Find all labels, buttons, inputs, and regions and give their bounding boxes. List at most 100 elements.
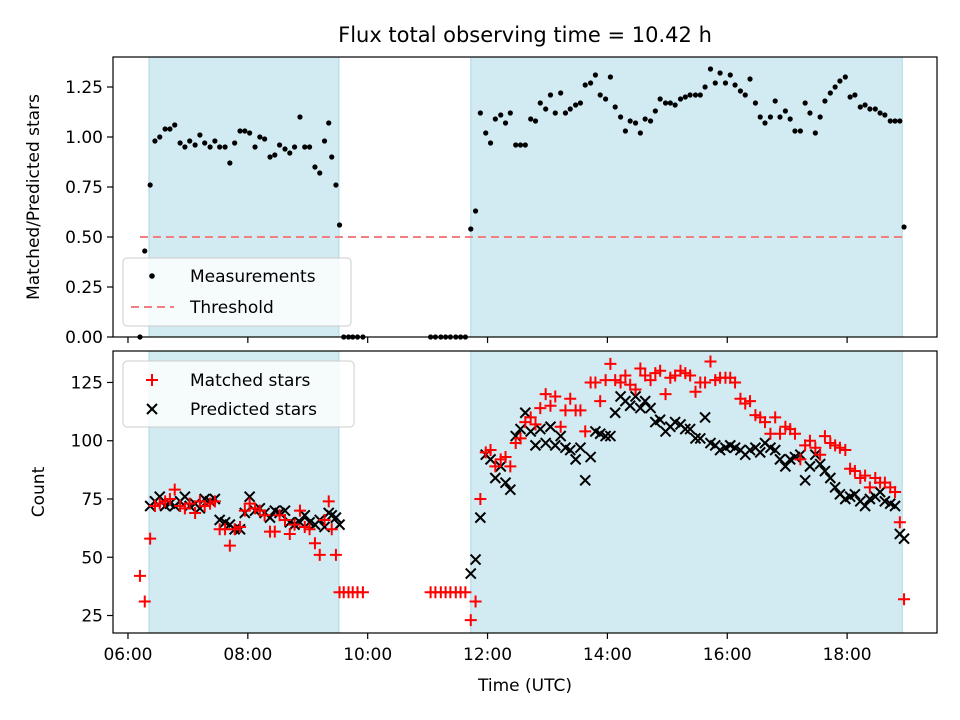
matched-stars-point bbox=[318, 513, 331, 526]
measurement-point bbox=[487, 140, 494, 146]
matched-stars-point bbox=[769, 411, 782, 424]
matched-stars-point bbox=[529, 418, 542, 431]
measurement-point bbox=[267, 154, 273, 160]
ratio-legend: Measurements Threshold bbox=[122, 257, 352, 327]
predicted-stars-point bbox=[819, 465, 831, 477]
measurement-point bbox=[507, 110, 513, 116]
measurement-point bbox=[237, 128, 243, 134]
ratio-panel: 0.00 0.25 0.50 0.75 1.00 1.25 Matched/Predict… bbox=[24, 56, 938, 348]
matched-stars-point bbox=[189, 506, 202, 519]
measurement-point bbox=[647, 118, 654, 124]
measurement-point bbox=[842, 74, 848, 80]
predicted-stars-point bbox=[489, 472, 502, 484]
measurement-point bbox=[167, 126, 173, 132]
predicted-stars-point bbox=[504, 483, 517, 496]
measurement-point bbox=[782, 108, 788, 114]
matched-stars-point bbox=[183, 497, 196, 510]
measurement-point bbox=[207, 144, 213, 150]
measurement-point bbox=[612, 104, 618, 110]
predicted-stars-point bbox=[629, 390, 642, 403]
measurement-point bbox=[468, 226, 474, 232]
x-tick-label: 06:00 bbox=[103, 645, 152, 665]
predicted-stars-point bbox=[499, 476, 512, 489]
measurement-point bbox=[837, 78, 843, 84]
measurement-point bbox=[847, 94, 853, 100]
predicted-stars-point bbox=[529, 439, 542, 452]
measurement-point bbox=[498, 112, 504, 118]
predicted-stars-point bbox=[584, 451, 597, 463]
measurement-point bbox=[142, 248, 148, 254]
matched-stars-point bbox=[544, 399, 557, 412]
predicted-stars-point bbox=[624, 400, 636, 412]
count-y-tick-label: 25 bbox=[81, 607, 103, 627]
measurement-point bbox=[247, 130, 253, 136]
predicted-legend-label: Predicted stars bbox=[190, 400, 317, 420]
measurement-point bbox=[822, 98, 828, 104]
matched-stars-point bbox=[303, 523, 316, 536]
matched-stars-point bbox=[238, 504, 251, 517]
measurement-point bbox=[757, 114, 763, 120]
matched-stars-point bbox=[654, 364, 667, 377]
predicted-stars-point bbox=[898, 532, 910, 545]
measurement-point bbox=[532, 118, 539, 124]
measurement-point bbox=[622, 128, 628, 134]
matched-stars-point bbox=[153, 497, 166, 510]
measurement-point bbox=[217, 144, 223, 150]
matched-stars-point bbox=[809, 441, 822, 454]
predicted-stars-point bbox=[534, 423, 546, 435]
matched-stars-point bbox=[258, 509, 271, 522]
matched-stars-point bbox=[604, 357, 617, 370]
predicted-stars-point bbox=[829, 481, 841, 494]
count-y-tick-label: 75 bbox=[81, 490, 103, 510]
measurement-point bbox=[762, 120, 768, 126]
measurement-point bbox=[472, 208, 479, 214]
measurement-point bbox=[707, 66, 714, 72]
measurement-point bbox=[897, 118, 903, 124]
ratio-y-tick-label: 1.00 bbox=[65, 128, 103, 148]
matched-stars-point bbox=[788, 427, 801, 440]
matched-stars-point bbox=[564, 392, 577, 405]
measurement-point bbox=[306, 144, 313, 150]
count-y-axis-label: Count bbox=[29, 466, 49, 517]
measurement-point bbox=[692, 92, 699, 98]
measurement-point bbox=[882, 112, 888, 118]
measurement-point bbox=[652, 108, 658, 114]
predicted-stars-point bbox=[544, 421, 557, 433]
matched-stars-point bbox=[138, 595, 151, 608]
measurement-point bbox=[887, 118, 893, 124]
x-axis-label: Time (UTC) bbox=[477, 676, 572, 696]
matched-stars-point bbox=[848, 465, 861, 478]
count-panel-frame bbox=[112, 350, 938, 634]
measurement-point bbox=[282, 146, 288, 152]
predicted-stars-point bbox=[679, 423, 692, 435]
predicted-stars-point bbox=[154, 490, 166, 503]
measurement-point bbox=[632, 120, 639, 126]
measurement-point bbox=[901, 224, 907, 230]
matched-stars-point bbox=[322, 495, 335, 508]
measurement-point bbox=[252, 144, 258, 150]
predicted-stars-point bbox=[539, 437, 552, 449]
matched-stars-point bbox=[469, 595, 482, 608]
ratio-y-tick-label: 0.25 bbox=[65, 278, 103, 298]
predicted-stars-point bbox=[579, 474, 591, 487]
matched-legend-label: Matched stars bbox=[190, 371, 310, 391]
predicted-stars-point bbox=[549, 439, 561, 452]
measurement-point bbox=[477, 110, 483, 116]
matched-stars-point bbox=[574, 404, 587, 417]
measurement-point bbox=[172, 122, 178, 128]
matched-stars-point bbox=[268, 525, 281, 538]
matched-stars-point bbox=[833, 441, 846, 454]
measurement-point bbox=[291, 144, 298, 150]
matched-stars-point bbox=[499, 451, 512, 464]
measurement-point bbox=[582, 82, 588, 88]
measurement-point bbox=[832, 84, 838, 90]
measurement-point bbox=[577, 100, 584, 106]
measurement-point bbox=[528, 116, 534, 122]
matched-stars-point bbox=[228, 523, 241, 536]
measurement-point bbox=[257, 134, 263, 140]
measurement-point bbox=[573, 102, 579, 108]
measurement-point bbox=[682, 94, 688, 100]
predicted-stars-point bbox=[889, 500, 901, 512]
ratio-y-tick-label: 0.00 bbox=[65, 328, 103, 348]
